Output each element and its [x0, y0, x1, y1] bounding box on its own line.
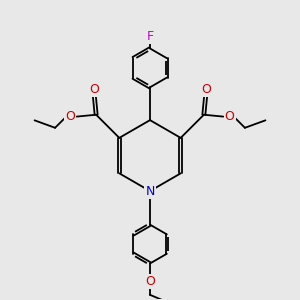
- Text: O: O: [145, 275, 155, 288]
- Text: O: O: [89, 83, 99, 96]
- Text: O: O: [225, 110, 235, 123]
- Text: O: O: [201, 83, 211, 96]
- Text: N: N: [145, 184, 155, 198]
- Text: F: F: [146, 30, 154, 43]
- Text: O: O: [65, 110, 75, 123]
